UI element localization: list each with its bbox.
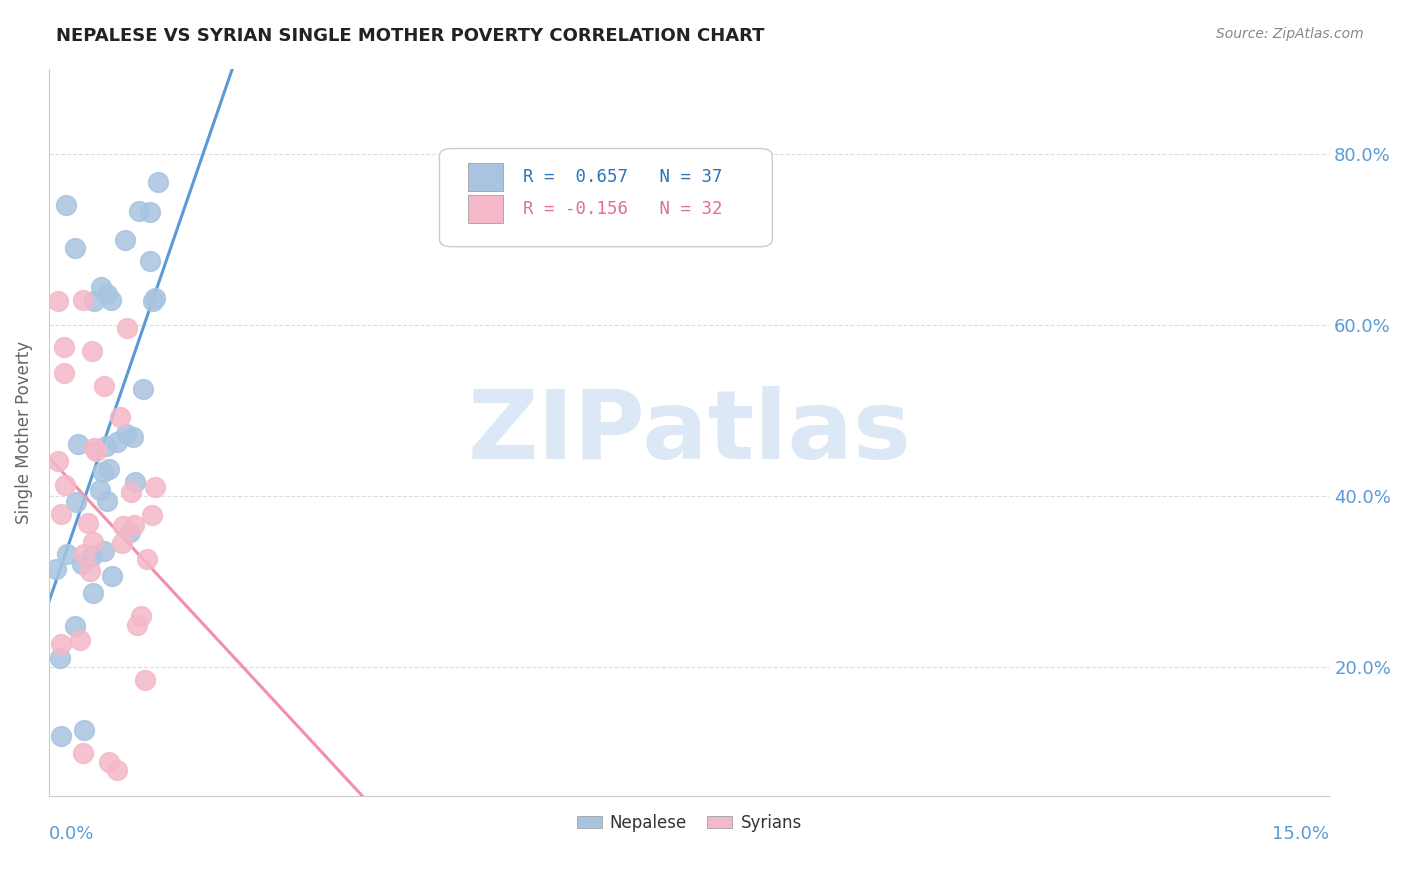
- Point: [52, 340, 75, 354]
- Point: [98, 462, 121, 476]
- Point: [114, 427, 136, 442]
- Point: [49, 637, 72, 651]
- Point: [82, 549, 104, 563]
- Point: [105, 763, 128, 777]
- Point: [48, 453, 70, 467]
- Point: [105, 435, 128, 450]
- Text: 15.0%: 15.0%: [1272, 825, 1329, 843]
- Point: [63, 241, 86, 255]
- Text: NEPALESE VS SYRIAN SINGLE MOTHER POVERTY CORRELATION CHART: NEPALESE VS SYRIAN SINGLE MOTHER POVERTY…: [56, 27, 765, 45]
- Point: [96, 494, 118, 508]
- Point: [100, 569, 122, 583]
- Point: [70, 557, 93, 571]
- Point: [48, 293, 70, 308]
- Point: [73, 548, 96, 562]
- Point: [82, 535, 104, 549]
- Point: [55, 198, 77, 212]
- Point: [89, 483, 111, 498]
- Point: [93, 379, 115, 393]
- Point: [56, 547, 79, 561]
- Point: [131, 382, 153, 396]
- Text: R = -0.156   N = 32: R = -0.156 N = 32: [523, 200, 723, 218]
- Y-axis label: Single Mother Poverty: Single Mother Poverty: [15, 341, 32, 524]
- Text: Source: ZipAtlas.com: Source: ZipAtlas.com: [1216, 27, 1364, 41]
- Point: [91, 465, 114, 479]
- Point: [79, 565, 101, 579]
- Point: [72, 746, 94, 760]
- FancyBboxPatch shape: [468, 163, 503, 191]
- Point: [100, 293, 122, 307]
- Point: [53, 478, 76, 492]
- Point: [63, 619, 86, 633]
- Point: [93, 543, 115, 558]
- Point: [122, 430, 145, 444]
- Point: [142, 294, 165, 309]
- Point: [49, 651, 72, 665]
- Point: [66, 437, 89, 451]
- Point: [73, 723, 96, 738]
- Point: [72, 293, 94, 307]
- Point: [96, 287, 118, 301]
- Point: [120, 524, 142, 539]
- Point: [49, 507, 72, 521]
- Point: [143, 480, 166, 494]
- Point: [114, 234, 136, 248]
- Point: [45, 562, 67, 576]
- Point: [84, 444, 107, 458]
- Point: [143, 291, 166, 305]
- Point: [80, 343, 103, 358]
- Point: [83, 294, 105, 309]
- Point: [49, 729, 72, 743]
- Point: [124, 475, 146, 490]
- Point: [77, 516, 100, 530]
- Point: [115, 321, 138, 335]
- Point: [83, 441, 105, 455]
- Point: [94, 439, 117, 453]
- Point: [112, 519, 135, 533]
- FancyBboxPatch shape: [468, 195, 503, 223]
- Point: [129, 608, 152, 623]
- Point: [65, 495, 87, 509]
- Point: [120, 485, 142, 500]
- Point: [97, 755, 120, 769]
- Point: [128, 204, 150, 219]
- Text: R =  0.657   N = 37: R = 0.657 N = 37: [523, 168, 723, 186]
- Point: [53, 366, 76, 380]
- Text: 0.0%: 0.0%: [49, 825, 94, 843]
- Point: [141, 508, 163, 522]
- Point: [122, 517, 145, 532]
- Point: [111, 535, 134, 549]
- Point: [69, 633, 91, 648]
- Point: [134, 673, 156, 688]
- Point: [82, 586, 104, 600]
- Point: [139, 205, 162, 219]
- Legend: Nepalese, Syrians: Nepalese, Syrians: [569, 807, 808, 838]
- Point: [139, 253, 162, 268]
- Point: [90, 279, 112, 293]
- Text: ZIPatlas: ZIPatlas: [467, 385, 911, 479]
- Point: [136, 552, 159, 566]
- Point: [146, 175, 169, 189]
- Point: [108, 409, 131, 424]
- FancyBboxPatch shape: [440, 149, 772, 247]
- Point: [125, 617, 148, 632]
